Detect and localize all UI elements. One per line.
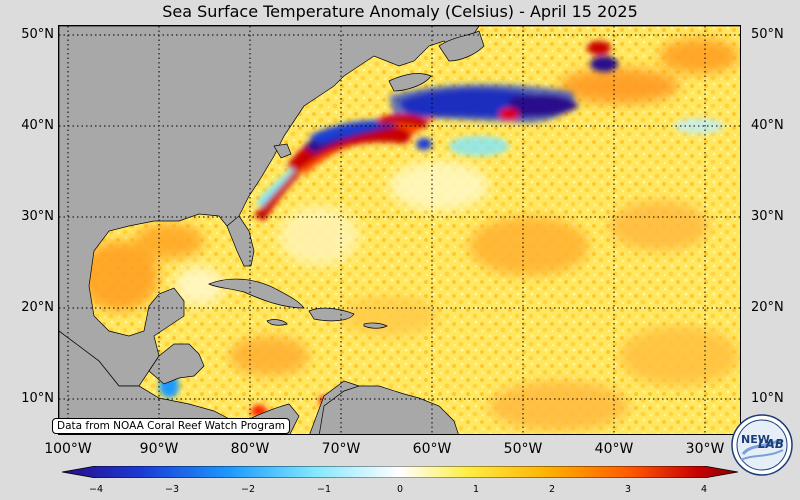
lat-label-right: 40°N xyxy=(751,118,784,133)
newfoundland xyxy=(438,30,485,62)
warm-patches xyxy=(79,38,739,431)
hispaniola xyxy=(308,307,355,322)
lat-label-right: 10°N xyxy=(751,391,784,406)
cape-cod xyxy=(273,143,292,159)
lon-label: 90°W xyxy=(139,441,179,457)
lat-label-left: 20°N xyxy=(21,300,54,315)
colorbar xyxy=(61,463,739,479)
colorbar-tick: −1 xyxy=(316,484,331,495)
colorbar-tick: 1 xyxy=(472,484,480,495)
jamaica xyxy=(266,319,288,326)
lat-label-left: 30°N xyxy=(21,209,54,224)
lon-label: 80°W xyxy=(230,441,270,457)
nova-scotia xyxy=(388,73,432,92)
colorbar-tick: 0 xyxy=(396,484,404,495)
colorbar-tick: −3 xyxy=(164,484,179,495)
logo-text-top: NEW xyxy=(741,433,770,446)
colorbar-tick: −4 xyxy=(88,484,103,495)
lon-label: 70°W xyxy=(321,441,361,457)
lon-label: 50°W xyxy=(503,441,543,457)
lon-label: 30°W xyxy=(685,441,725,457)
map-title: Sea Surface Temperature Anomaly (Celsius… xyxy=(162,2,638,21)
graticule xyxy=(59,26,740,434)
colorbar-gradient xyxy=(61,465,739,479)
lat-label-left: 10°N xyxy=(21,391,54,406)
puerto-rico xyxy=(363,322,388,329)
colorbar-tick: 3 xyxy=(624,484,632,495)
lat-label-left: 50°N xyxy=(21,27,54,42)
lat-label-left: 40°N xyxy=(21,118,54,133)
sst-anomaly-map xyxy=(58,25,741,435)
cuba xyxy=(208,278,305,309)
lon-label: 40°W xyxy=(594,441,634,457)
logo-text-bottom: LAB xyxy=(758,437,784,451)
lon-label: 60°W xyxy=(412,441,452,457)
yucatan xyxy=(148,343,205,385)
lab-logo: NEW LAB xyxy=(731,414,793,476)
lat-label-right: 50°N xyxy=(751,27,784,42)
lat-label-right: 30°N xyxy=(751,209,784,224)
venezuela-coast xyxy=(318,385,459,434)
gulf-stream-band xyxy=(96,33,724,417)
lat-label-right: 20°N xyxy=(751,300,784,315)
florida xyxy=(226,215,255,267)
central-america xyxy=(59,330,257,434)
lon-label: 100°W xyxy=(44,441,92,457)
data-credit: Data from NOAA Coral Reef Watch Program xyxy=(52,418,290,434)
colorbar-tick: 2 xyxy=(548,484,556,495)
colorbar-tick: −2 xyxy=(240,484,255,495)
colorbar-tick: 4 xyxy=(700,484,708,495)
